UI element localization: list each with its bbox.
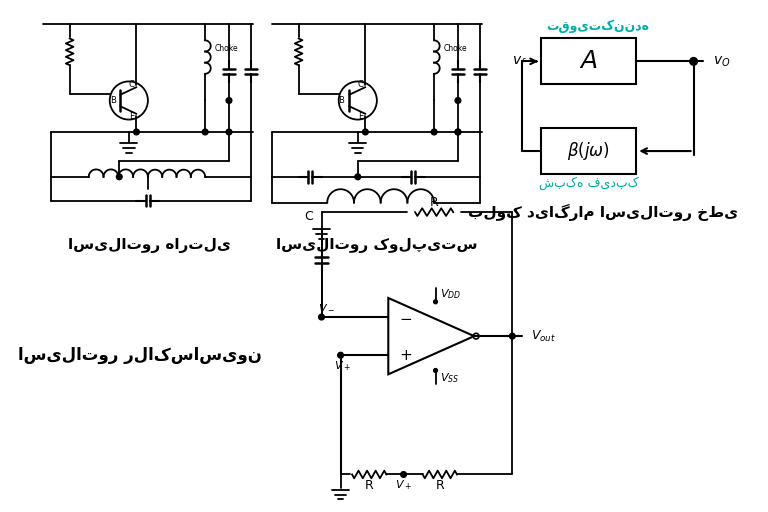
Text: E: E [358,112,363,121]
Circle shape [434,369,438,372]
Text: اسیلاتور کولپیتس: اسیلاتور کولپیتس [276,238,478,253]
Text: B: B [339,96,345,105]
Circle shape [226,129,232,135]
Text: R: R [435,479,444,493]
Circle shape [434,300,438,304]
Text: B: B [110,96,115,105]
Text: $v_f$: $v_f$ [512,54,527,69]
Circle shape [117,174,122,180]
Text: $V_+$: $V_+$ [334,359,351,373]
Text: C: C [129,80,134,89]
Text: تقویتکننده: تقویتکننده [547,19,650,33]
Text: Choke: Choke [444,44,467,53]
Text: Choke: Choke [215,44,238,53]
Circle shape [432,129,437,135]
Text: C: C [358,80,363,89]
Text: $v_O$: $v_O$ [713,54,730,69]
Circle shape [455,129,461,135]
Circle shape [226,98,232,103]
Circle shape [455,129,461,135]
Circle shape [401,472,406,477]
Text: $V_-$: $V_-$ [318,303,335,313]
Text: $V_{DD}$: $V_{DD}$ [440,287,462,301]
Text: $V_{SS}$: $V_{SS}$ [440,371,459,385]
Text: بلوک دیاگرام اسیلاتور خطی: بلوک دیاگرام اسیلاتور خطی [468,204,738,221]
Text: اسیلاتور رلاکساسیون: اسیلاتور رلاکساسیون [18,346,262,364]
Bar [541,128,637,174]
Text: اسیلاتور هارتلی: اسیلاتور هارتلی [68,238,231,253]
Circle shape [455,98,461,103]
Text: $A$: $A$ [579,50,598,73]
Text: $+$: $+$ [399,348,412,362]
Circle shape [319,314,324,320]
Circle shape [338,352,343,358]
Circle shape [509,333,515,339]
Text: R: R [365,479,373,493]
Text: $-$: $-$ [399,310,412,325]
Text: C: C [304,210,313,223]
Text: $\beta(j\omega)$: $\beta(j\omega)$ [568,140,610,162]
Text: R: R [430,196,439,209]
Text: $V_+$: $V_+$ [396,478,412,492]
Text: $V_{out}$: $V_{out}$ [531,329,557,344]
Text: شبکه فیدبک: شبکه فیدبک [538,177,638,190]
Bar [541,38,637,84]
Circle shape [362,129,369,135]
Circle shape [690,57,697,65]
Circle shape [355,174,361,180]
Text: E: E [129,112,134,121]
Circle shape [202,129,208,135]
Circle shape [134,129,139,135]
